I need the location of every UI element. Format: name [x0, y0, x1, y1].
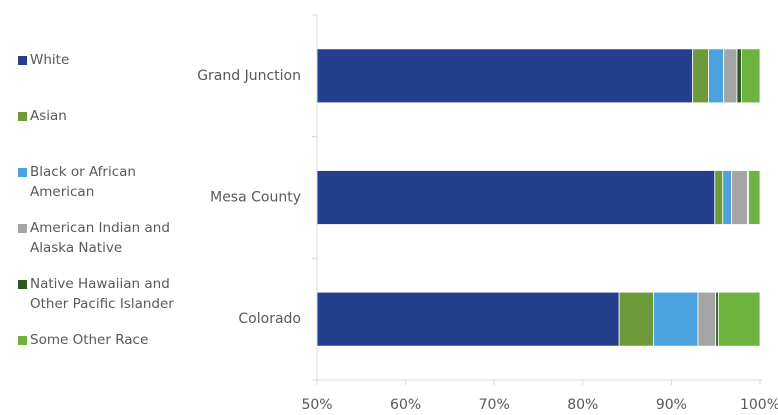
- bar-segment: [717, 291, 761, 347]
- legend-item: Asian: [18, 106, 178, 126]
- legend-label: Native Hawaiian and Other Pacific Island…: [30, 276, 174, 312]
- bar-segment: [653, 291, 699, 347]
- legend-swatch: [18, 56, 27, 65]
- legend-label: Asian: [30, 108, 67, 124]
- bar-segment: [736, 48, 742, 104]
- legend-item: American Indian and Alaska Native: [18, 218, 178, 258]
- bar-segment: [618, 291, 655, 347]
- x-tick-label: 100%: [740, 397, 778, 413]
- legend-swatch: [18, 224, 27, 233]
- bar-segment: [714, 170, 724, 225]
- category-label: Mesa County: [210, 190, 301, 206]
- legend-item: White: [18, 50, 178, 70]
- bar-segment: [748, 170, 761, 225]
- legend-item: Some Other Race: [18, 330, 178, 350]
- x-tick-label: 50%: [301, 397, 332, 413]
- bar-segment: [317, 291, 620, 347]
- legend-swatch: [18, 168, 27, 177]
- legend-swatch: [18, 280, 27, 289]
- bar-segment: [722, 170, 733, 225]
- bar-segment: [708, 48, 725, 104]
- legend-label: American Indian and Alaska Native: [30, 220, 170, 256]
- bar-segment: [697, 291, 717, 347]
- x-tick-label: 80%: [567, 397, 598, 413]
- legend-swatch: [18, 112, 27, 121]
- legend-label: White: [30, 52, 70, 68]
- bar-segment: [723, 48, 738, 104]
- bar-segment: [731, 170, 748, 225]
- plot-area: [317, 48, 761, 347]
- x-tick-label: 60%: [390, 397, 421, 413]
- category-label: Grand Junction: [197, 68, 301, 84]
- legend-label: Some Other Race: [30, 332, 149, 348]
- x-tick-label: 90%: [656, 397, 687, 413]
- bar-segment: [740, 48, 761, 104]
- category-label: Colorado: [238, 311, 301, 327]
- bar-segment: [692, 48, 710, 104]
- legend-item: Black or African American: [18, 162, 178, 202]
- legend-item: Native Hawaiian and Other Pacific Island…: [18, 274, 178, 314]
- legend-swatch: [18, 336, 27, 345]
- x-tick-label: 70%: [479, 397, 510, 413]
- legend-label: Black or African American: [30, 164, 136, 200]
